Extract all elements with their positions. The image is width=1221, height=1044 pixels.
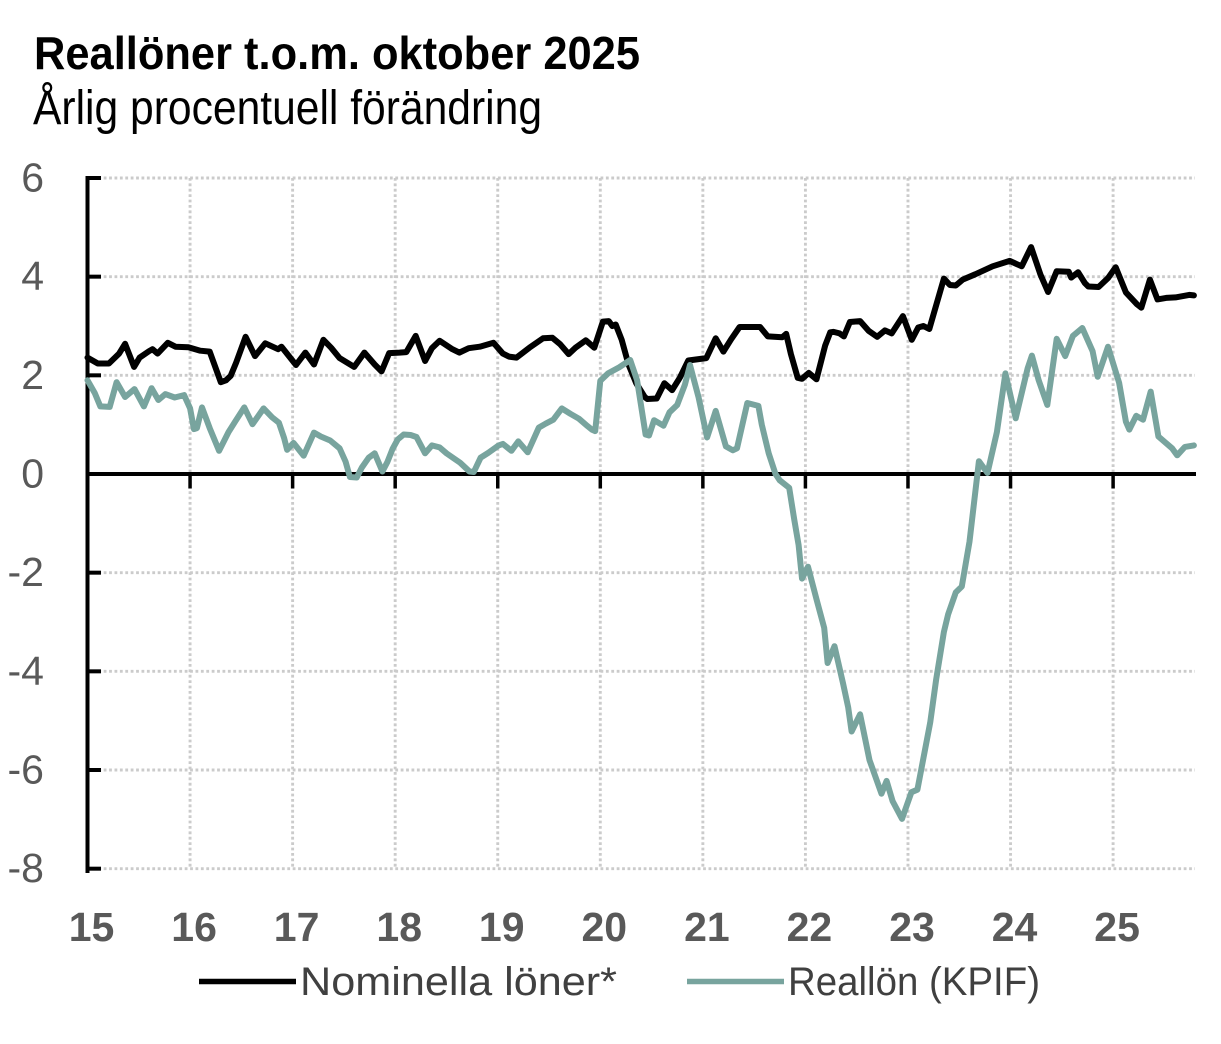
svg-text:-4: -4 xyxy=(8,648,44,694)
svg-text:-2: -2 xyxy=(8,549,44,595)
svg-text:16: 16 xyxy=(171,904,217,950)
svg-text:18: 18 xyxy=(376,904,422,950)
svg-text:Reallöner t.o.m. oktober 2025: Reallöner t.o.m. oktober 2025 xyxy=(34,27,640,79)
svg-text:19: 19 xyxy=(479,904,525,950)
svg-text:17: 17 xyxy=(274,904,320,950)
svg-text:21: 21 xyxy=(684,904,730,950)
svg-text:-8: -8 xyxy=(8,845,44,891)
svg-text:23: 23 xyxy=(889,904,935,950)
svg-text:2: 2 xyxy=(21,352,44,398)
svg-text:Reallön (KPIF): Reallön (KPIF) xyxy=(788,960,1040,1004)
svg-text:20: 20 xyxy=(581,904,627,950)
svg-text:Nominella löner*: Nominella löner* xyxy=(300,960,617,1004)
svg-text:6: 6 xyxy=(21,155,44,201)
svg-text:-6: -6 xyxy=(8,747,44,793)
svg-text:15: 15 xyxy=(69,904,115,950)
svg-text:4: 4 xyxy=(21,253,44,299)
svg-text:22: 22 xyxy=(787,904,833,950)
svg-text:Årlig procentuell förändring: Årlig procentuell förändring xyxy=(33,82,542,135)
svg-text:24: 24 xyxy=(992,904,1038,950)
svg-text:25: 25 xyxy=(1094,904,1140,950)
svg-text:0: 0 xyxy=(21,451,44,497)
